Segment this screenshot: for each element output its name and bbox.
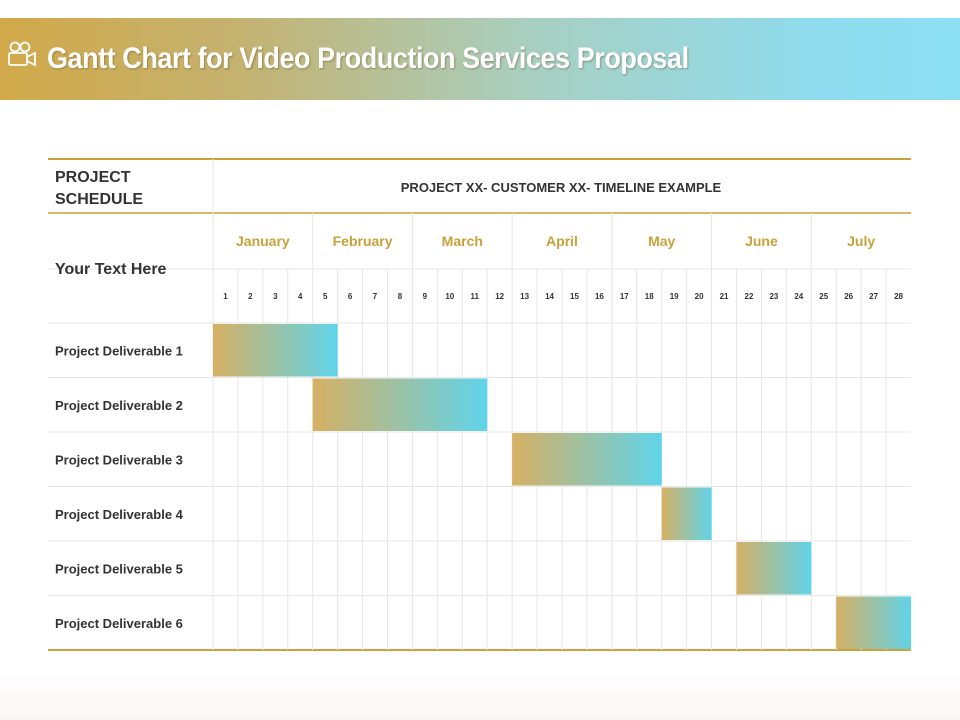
gantt-bar [836, 596, 911, 649]
header-project-schedule-line1: PROJECT SCHEDULE [55, 169, 143, 208]
header-timeline-title: PROJECT XX- CUSTOMER XX- TIMELINE EXAMPL… [401, 180, 722, 195]
period-label: 1 [223, 292, 228, 301]
period-label: 19 [670, 292, 679, 301]
period-label: 26 [844, 292, 853, 301]
period-label: 7 [373, 292, 378, 301]
period-label: 15 [570, 292, 579, 301]
task-label: Project Deliverable 5 [55, 561, 183, 576]
title-band [0, 18, 960, 100]
period-label: 21 [720, 292, 729, 301]
period-label: 10 [445, 292, 454, 301]
period-label: 27 [869, 292, 878, 301]
period-label: 12 [495, 292, 504, 301]
gantt-bar [512, 433, 662, 486]
period-label: 6 [348, 292, 353, 301]
period-label: 4 [298, 292, 303, 301]
period-label: 5 [323, 292, 328, 301]
gantt-bar [736, 542, 812, 595]
month-label: April [546, 233, 578, 249]
period-label: 13 [520, 292, 529, 301]
period-label: 2 [248, 292, 253, 301]
period-label: 11 [471, 292, 480, 301]
page-title: Gantt Chart for Video Production Service… [47, 42, 689, 75]
task-label: Project Deliverable 2 [55, 398, 183, 413]
period-label: 24 [794, 292, 803, 301]
month-label: March [442, 233, 483, 249]
gantt-bar [661, 487, 712, 540]
period-label: 16 [595, 292, 604, 301]
task-label: Project Deliverable 1 [55, 343, 183, 358]
period-label: 28 [894, 292, 903, 301]
period-label: 8 [398, 292, 403, 301]
period-label: 25 [819, 292, 828, 301]
task-label: Project Deliverable 6 [55, 616, 183, 631]
month-label: July [847, 233, 875, 249]
period-label: 17 [620, 292, 629, 301]
period-label: 3 [273, 292, 278, 301]
month-label: January [236, 233, 290, 249]
subheader-text: Your Text Here [55, 261, 167, 278]
period-label: 9 [423, 292, 428, 301]
task-label: Project Deliverable 4 [55, 507, 184, 522]
gantt-bars [213, 324, 911, 649]
period-label: 20 [695, 292, 704, 301]
month-label: June [745, 233, 778, 249]
video-camera-icon [8, 41, 36, 67]
month-label: May [648, 233, 675, 249]
gantt-labels: PROJECT SCHEDULE PROJECT XX- CUSTOMER XX-… [55, 169, 904, 631]
month-label: February [333, 233, 393, 249]
gantt-bar [312, 378, 488, 431]
period-label: 22 [745, 292, 754, 301]
gantt-bar [213, 324, 338, 377]
period-label: 14 [545, 292, 554, 301]
period-label: 23 [769, 292, 778, 301]
footer-strip [0, 668, 960, 720]
task-label: Project Deliverable 3 [55, 452, 183, 467]
period-label: 18 [645, 292, 654, 301]
